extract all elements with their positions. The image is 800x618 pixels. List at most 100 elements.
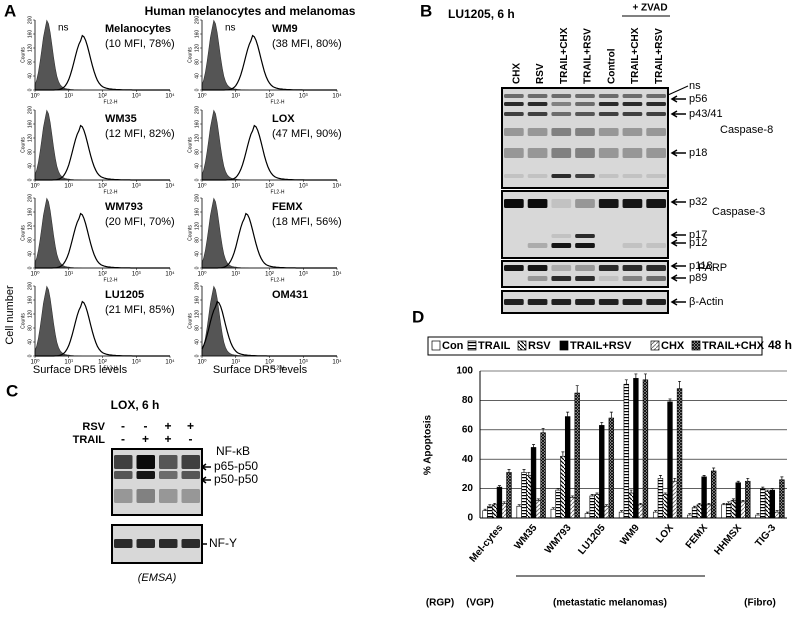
axis-label: FL2-H	[271, 365, 285, 371]
x-tick-label: 10⁴	[165, 359, 175, 366]
band-arrow	[670, 95, 686, 103]
error-bar	[570, 495, 574, 498]
band-arrow	[670, 231, 686, 239]
y-tick-label: 100	[456, 366, 473, 377]
sample-name: WM793	[105, 201, 143, 213]
legend-swatch	[467, 340, 477, 351]
blot-band	[575, 265, 595, 271]
error-bar	[712, 467, 716, 471]
blot-band	[646, 102, 666, 106]
axis-label: FL2-H	[271, 99, 285, 105]
band-arrow	[670, 149, 686, 157]
band-label: p65-p50	[214, 459, 258, 473]
bar	[550, 508, 557, 519]
y-tick-label: 40	[194, 163, 200, 169]
y-tick-label: 0	[27, 266, 33, 269]
y-tick-label: 200	[194, 106, 200, 115]
error-bar	[654, 510, 658, 513]
x-tick-label: 10³	[299, 94, 308, 100]
blot-band	[598, 102, 619, 106]
blot-band	[622, 243, 643, 248]
x-tick-label: 10³	[299, 184, 308, 190]
sample-name: FEMX	[272, 201, 303, 213]
axis-label: FL2-H	[104, 99, 118, 105]
band-arrow	[670, 274, 686, 282]
lane-label: RSV	[535, 63, 546, 84]
x-tick-label: 10³	[132, 184, 141, 190]
axis-title: Surface DR5 levels	[213, 364, 308, 376]
blot-band	[575, 234, 595, 238]
y-tick-label: 80	[194, 237, 200, 243]
blot-band	[575, 112, 595, 116]
blot-band	[159, 489, 178, 503]
sample-name: OM431	[272, 289, 308, 301]
bar	[496, 486, 503, 519]
y-tick-label: 0	[194, 266, 200, 269]
blot-band	[504, 199, 524, 208]
band-label: p56	[689, 93, 707, 105]
x-tick-label: FEMX	[684, 522, 710, 551]
band-arrow	[670, 198, 686, 206]
x-tick-label: 10⁰	[197, 93, 207, 100]
x-tick-label: 10¹	[231, 94, 240, 100]
blot-band	[575, 299, 595, 305]
blot-band	[527, 265, 548, 271]
error-bar	[517, 504, 521, 507]
axis-label: Counts	[20, 47, 26, 63]
x-tick-label: 10⁰	[197, 183, 207, 190]
y-tick-label: 160	[27, 208, 33, 217]
panel-letter: B	[420, 1, 432, 20]
blot-band	[646, 276, 666, 281]
error-bar	[585, 511, 589, 514]
y-tick-label: 80	[27, 237, 33, 243]
y-tick-label: 160	[27, 296, 33, 305]
bar	[501, 502, 507, 519]
blot-band	[575, 276, 595, 281]
bar	[730, 500, 737, 519]
sign: -	[144, 419, 148, 433]
blot-band	[504, 128, 524, 136]
x-tick-label: 10⁴	[165, 183, 175, 190]
error-bar	[673, 477, 677, 482]
blot-band	[551, 94, 572, 98]
y-tick-label: 40	[27, 163, 33, 169]
bar	[672, 480, 678, 519]
legend-frame	[427, 336, 763, 356]
error-bar	[678, 380, 682, 389]
x-tick-label: 10³	[132, 360, 141, 366]
error-bar	[658, 475, 662, 479]
bar	[594, 494, 600, 519]
x-tick-label: 10¹	[231, 272, 240, 278]
error-bar	[595, 492, 599, 495]
blot-band	[504, 148, 524, 158]
y-tick-label: 120	[194, 44, 200, 53]
sample-stats: (47 MFI, 90%)	[272, 128, 342, 140]
bar	[623, 383, 630, 519]
sign: -	[189, 432, 193, 446]
y-tick-label: 80	[27, 149, 33, 155]
error-bar	[693, 505, 697, 508]
x-tick-label: 10⁰	[197, 359, 207, 366]
band-label: p118	[689, 260, 713, 272]
bar	[706, 504, 712, 519]
blot-band	[136, 471, 155, 479]
x-tick-label: 10⁰	[30, 183, 40, 190]
blot-band	[136, 455, 155, 469]
bar	[555, 489, 561, 519]
bar	[701, 476, 707, 519]
error-bar	[541, 427, 545, 433]
band-label: p50-p50	[214, 472, 258, 486]
blot-band	[598, 174, 619, 178]
bar	[735, 482, 741, 519]
blot-band	[551, 112, 572, 116]
x-tick-label: WM9	[618, 522, 642, 547]
blot-band	[622, 102, 643, 106]
bar	[779, 479, 785, 519]
blot-band	[114, 539, 133, 548]
y-tick-label: 80	[194, 59, 200, 65]
error-bar	[624, 379, 628, 385]
x-tick-label: 10²	[265, 184, 274, 190]
blot-band	[575, 148, 595, 158]
blot-band	[114, 455, 133, 469]
bar	[603, 505, 610, 519]
